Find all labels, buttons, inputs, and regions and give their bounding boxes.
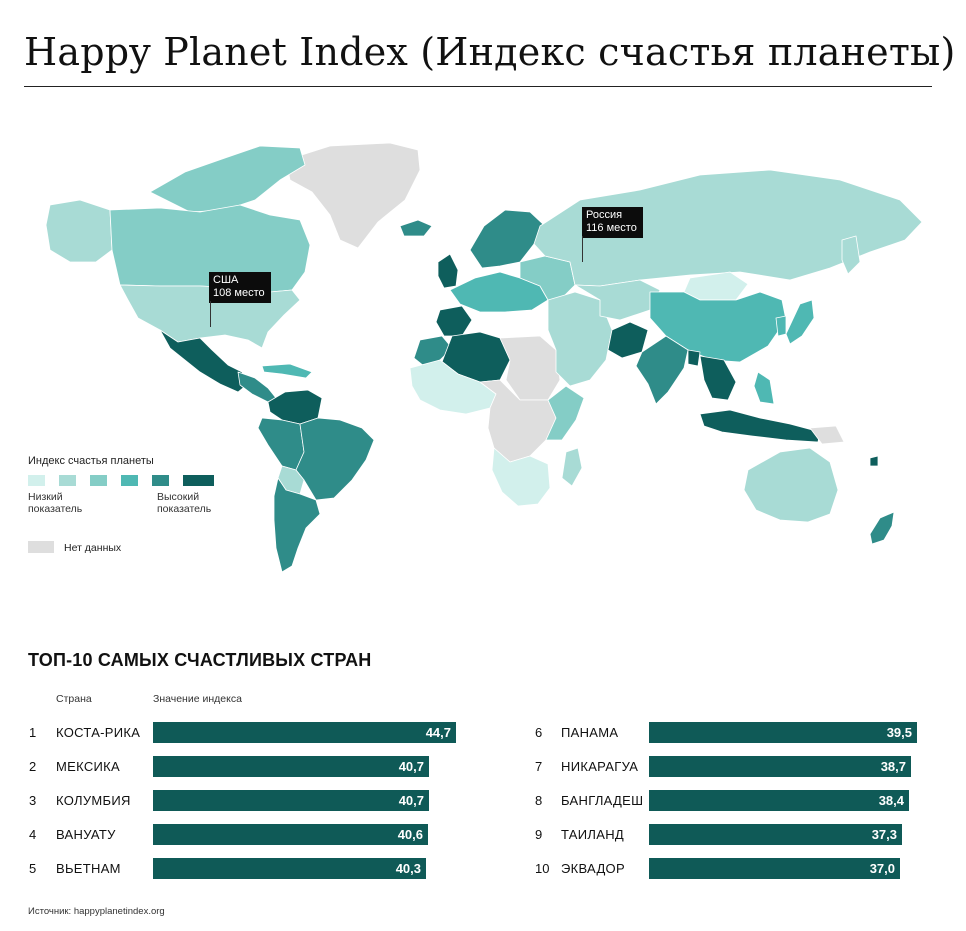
legend-nodata-swatch — [28, 541, 54, 553]
legend-low-label: Низкий показатель — [28, 491, 83, 515]
russia-callout-country: Россия — [586, 209, 623, 221]
region-east-africa — [545, 385, 585, 441]
usa-callout-pointer — [210, 301, 211, 327]
rank-6: 6 — [535, 725, 543, 740]
legend-swatch-3 — [90, 475, 107, 486]
index-bar: 38,4 — [649, 790, 909, 811]
usa-callout-country: США — [213, 274, 239, 286]
country-name: КОЛУМБИЯ — [56, 793, 131, 808]
column-header-value: Значение индекса — [153, 693, 242, 705]
legend-title: Индекс счастья планеты — [28, 455, 154, 467]
region-india — [635, 335, 689, 405]
country-name: КОСТА-РИКА — [56, 725, 141, 740]
region-indonesia — [699, 409, 821, 443]
region-png — [809, 425, 845, 445]
rank-5: 5 — [29, 861, 37, 876]
region-mongolia — [683, 271, 749, 301]
legend-swatch-1 — [28, 475, 45, 486]
russia-callout-pointer — [582, 236, 583, 262]
usa-callout-rank: 108 место — [213, 287, 265, 299]
region-colombia-venezuela — [267, 389, 323, 425]
region-uk-ireland — [437, 253, 459, 289]
region-russia — [533, 169, 923, 287]
region-argentina-chile — [273, 477, 321, 573]
region-mexico — [159, 329, 249, 393]
region-indochina — [699, 355, 737, 401]
legend-swatch-4 — [121, 475, 138, 486]
region-brazil — [295, 417, 375, 501]
rank-9: 9 — [535, 827, 543, 842]
region-iceland — [399, 219, 433, 237]
rank-10: 10 — [535, 861, 550, 876]
index-bar: 38,7 — [649, 756, 911, 777]
column-header-country: Страна — [56, 693, 92, 705]
legend-nodata-label: Нет данных — [64, 542, 122, 554]
country-name: ТАИЛАНД — [561, 827, 625, 842]
region-korea — [775, 315, 787, 337]
region-bangladesh — [687, 349, 701, 367]
russia-callout-rank: 116 место — [586, 222, 637, 234]
country-name: ВЬЕТНАМ — [56, 861, 121, 876]
title-divider — [24, 86, 932, 87]
rank-4: 4 — [29, 827, 37, 842]
region-southern-africa — [491, 447, 551, 507]
index-bar: 40,6 — [153, 824, 428, 845]
region-middle-east — [547, 291, 613, 387]
index-bar: 37,0 — [649, 858, 900, 879]
region-philippines — [753, 371, 775, 405]
region-greenland — [285, 142, 421, 249]
region-caribbean — [261, 363, 313, 379]
source-note: Источник: happyplanetindex.org — [28, 906, 165, 917]
region-central-america — [237, 371, 277, 403]
index-bar: 40,7 — [153, 756, 429, 777]
region-new-zealand — [869, 511, 895, 545]
rank-3: 3 — [29, 793, 37, 808]
country-name: ПАНАМА — [561, 725, 619, 740]
rank-8: 8 — [535, 793, 543, 808]
region-ecuador-peru — [257, 417, 305, 471]
region-alaska — [45, 199, 113, 263]
index-bar: 37,3 — [649, 824, 902, 845]
legend-swatch-5 — [152, 475, 169, 486]
usa-callout: США 108 место — [209, 272, 271, 303]
index-bar: 40,7 — [153, 790, 429, 811]
legend-swatch-2 — [59, 475, 76, 486]
legend-swatch-6 — [183, 475, 214, 486]
country-name: МЕКСИКА — [56, 759, 121, 774]
top10-title: ТОП-10 САМЫХ СЧАСТЛИВЫХ СТРАН — [28, 650, 372, 670]
region-sakhalin — [841, 235, 861, 275]
country-name: БАНГЛАДЕШ — [561, 793, 644, 808]
index-bar: 39,5 — [649, 722, 917, 743]
country-name: НИКАРАГУА — [561, 759, 639, 774]
region-iberia — [435, 305, 473, 337]
russia-callout: Россия 116 место — [582, 207, 643, 238]
index-bar: 40,3 — [153, 858, 426, 879]
rank-2: 2 — [29, 759, 37, 774]
page-title: Happy Planet Index (Индекс счастья плане… — [24, 30, 956, 74]
region-australia — [743, 447, 839, 523]
region-madagascar — [561, 447, 583, 487]
legend-high-label: Высокий показатель — [157, 491, 212, 515]
index-bar: 44,7 — [153, 722, 456, 743]
region-vanuatu — [869, 455, 879, 467]
region-canada-arctic — [149, 145, 306, 213]
rank-7: 7 — [535, 759, 543, 774]
rank-1: 1 — [29, 725, 37, 740]
world-map — [45, 142, 923, 573]
region-japan — [785, 299, 815, 345]
country-name: ЭКВАДОР — [561, 861, 625, 876]
country-name: ВАНУАТУ — [56, 827, 116, 842]
